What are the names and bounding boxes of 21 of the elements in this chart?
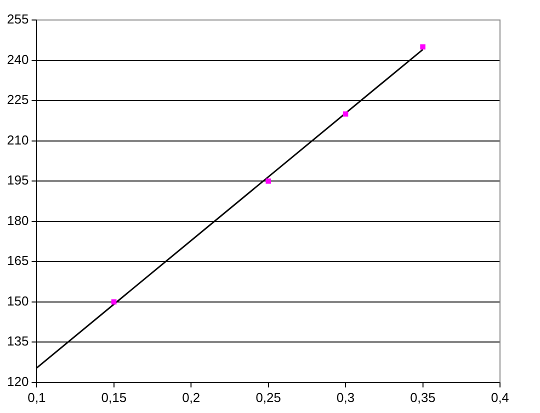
x-tick-label: 0,2 (182, 390, 200, 405)
x-tick-label: 0,35 (410, 390, 436, 405)
point (342, 111, 348, 117)
x-tick-label: 0,15 (101, 390, 127, 405)
point (111, 299, 117, 304)
y-tick-label: 135 (6, 334, 29, 349)
point (420, 44, 426, 50)
y-tick-label: 165 (6, 253, 29, 268)
y-tick-label: 195 (6, 172, 29, 188)
y-tick-label: 120 (6, 374, 29, 389)
y-tick-label: 255 (6, 12, 29, 27)
y-tick-label: 150 (6, 293, 29, 308)
y-tick-label: 180 (6, 212, 29, 228)
point (266, 178, 271, 184)
x-tick-label: 0,4 (490, 390, 510, 405)
y-tick-label: 225 (6, 92, 29, 108)
x-tick-label: 0,25 (256, 390, 281, 405)
y-tick-label: 210 (6, 132, 29, 148)
x-tick-label: 0,3 (336, 390, 355, 405)
y-tick-label: 240 (6, 52, 29, 67)
x-tick-label: 0,1 (28, 390, 46, 405)
